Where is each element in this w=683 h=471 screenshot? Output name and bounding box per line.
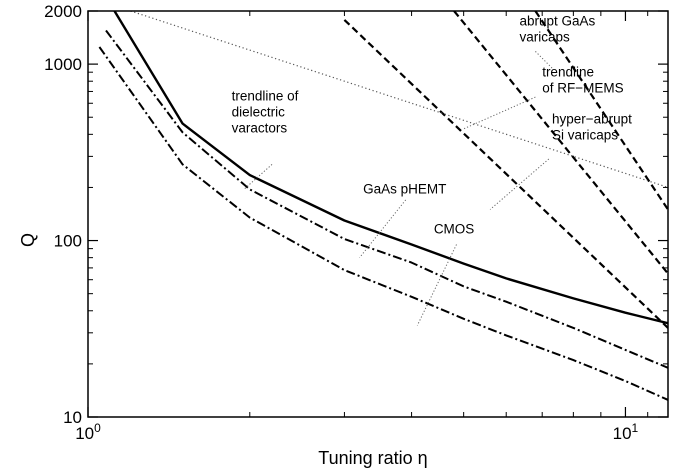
series-line-2 (105, 29, 668, 369)
series-line-6 (534, 11, 668, 211)
annotation-label-5: GaAs pHEMT (363, 181, 446, 196)
x-tick-label: 100 (75, 421, 101, 443)
series-line-4 (343, 19, 668, 329)
annotation-label-3: hyper−abrupt Si varicaps (552, 112, 632, 143)
annotation-leader-1 (535, 51, 553, 69)
annotation-leader-5 (359, 199, 407, 259)
series-layer (98, 11, 668, 401)
plot-frame (87, 10, 669, 418)
annotation-label-4: trendline of dielectric varactors (232, 89, 299, 136)
x-axis-title: Tuning ratio η (318, 448, 427, 468)
y-tick-label: 10 (63, 408, 82, 427)
annotation-layer: abrupt GaAs varicaps trendline of RF−MEMS hy… (232, 14, 632, 326)
annotation-label-6: CMOS (434, 221, 475, 236)
series-line-5 (453, 11, 668, 275)
series-line-1 (113, 11, 668, 325)
annotation-leader-2 (463, 96, 536, 130)
annotation-leader-3 (489, 158, 550, 210)
x-tick-label: 101 (613, 421, 639, 443)
y-axis-title: Q (18, 233, 38, 247)
y-tick-label: 1000 (44, 55, 82, 74)
y-tick-label: 100 (54, 232, 82, 251)
annotation-leader-6 (416, 244, 457, 326)
y-tick-label: 2000 (44, 2, 82, 21)
annotation-label-2: trendline of RF−MEMS (542, 65, 623, 96)
annotation-label-1: abrupt GaAs varicaps (519, 14, 595, 45)
series-line-7 (130, 11, 668, 188)
annotation-leader-4 (243, 164, 273, 190)
series-line-3 (98, 46, 668, 401)
